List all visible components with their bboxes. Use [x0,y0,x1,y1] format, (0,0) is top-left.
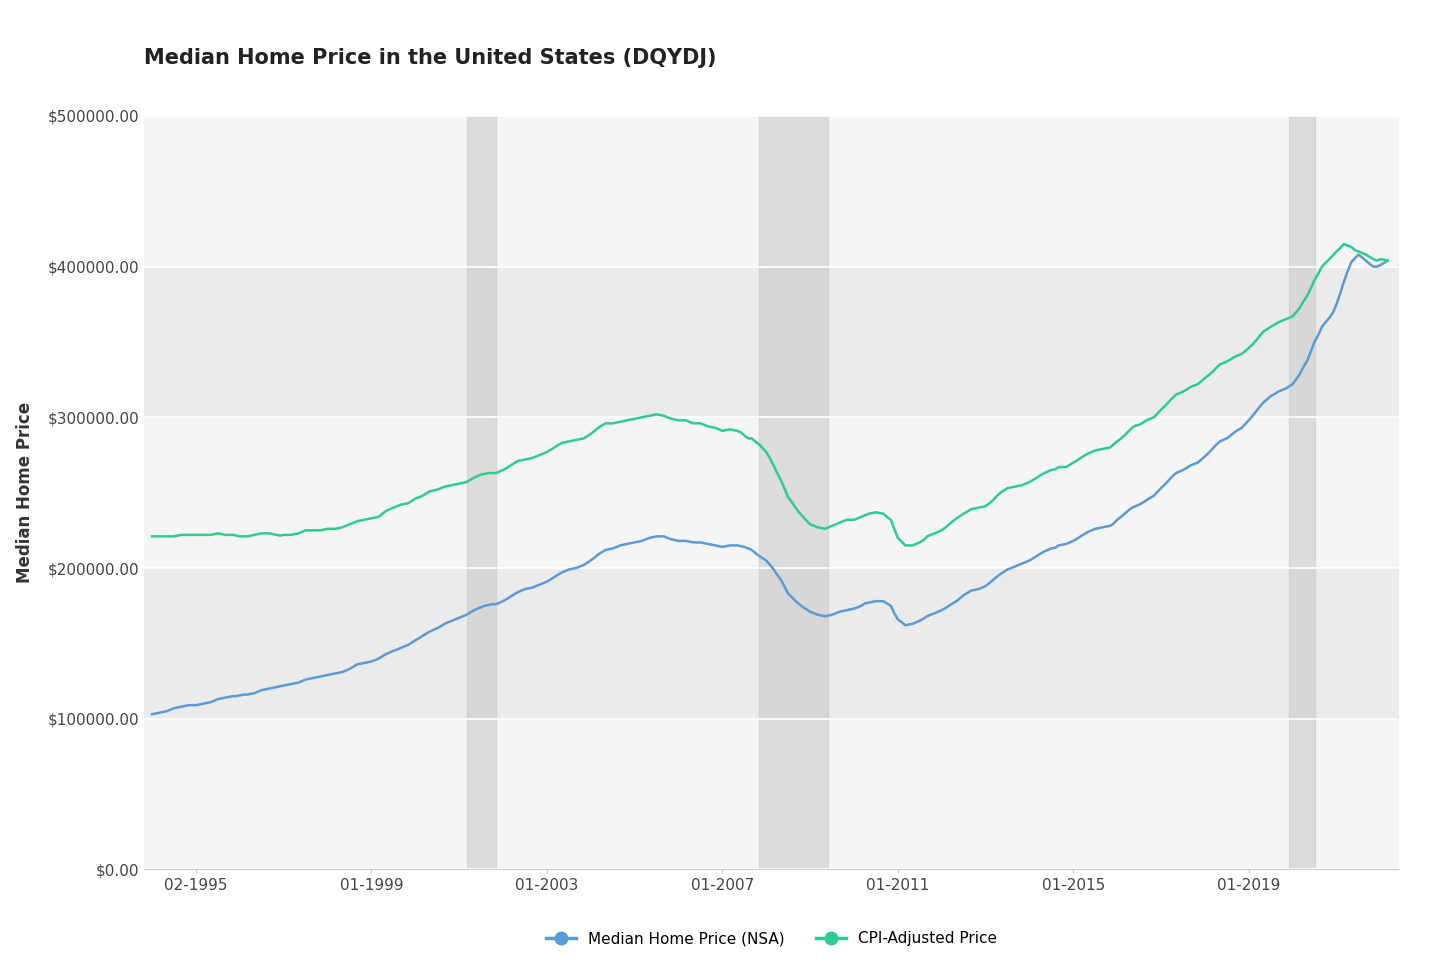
Bar [1289,116,1315,869]
Bar [144,417,1399,568]
Text: Median Home Price in the United States (DQYDJ): Median Home Price in the United States (… [144,48,717,69]
Bar [467,116,496,869]
Bar [144,719,1399,869]
Bar [758,116,829,869]
Y-axis label: Median Home Price: Median Home Price [16,402,33,583]
Bar [144,116,1399,267]
Legend: Median Home Price (NSA), CPI-Adjusted Price: Median Home Price (NSA), CPI-Adjusted Pr… [539,925,1004,952]
